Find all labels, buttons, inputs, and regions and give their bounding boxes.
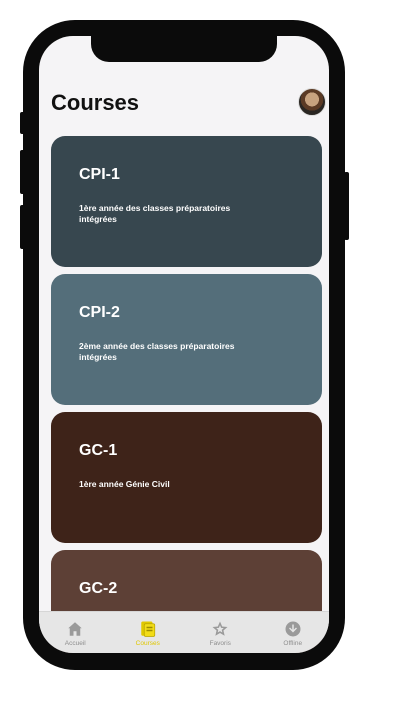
star-icon <box>212 621 228 636</box>
app-screen: Courses CPI-1 1ère année des classes pré… <box>39 36 329 653</box>
volume-down-button <box>20 205 25 249</box>
mute-switch <box>20 112 25 134</box>
course-card-gc-1[interactable]: GC-1 1ère année Génie Civil <box>51 412 322 543</box>
course-description: 1ère année Génie Civil <box>79 479 170 489</box>
tab-bar: Accueil Courses Favoris Offline <box>39 611 329 653</box>
power-button <box>344 172 349 240</box>
course-card-cpi-1[interactable]: CPI-1 1ère année des classes préparatoir… <box>51 136 322 267</box>
tab-accueil[interactable]: Accueil <box>39 612 112 653</box>
tab-label: Offline <box>283 640 303 647</box>
tab-favoris[interactable]: Favoris <box>184 612 257 653</box>
volume-up-button <box>20 150 25 194</box>
course-code: GC-1 <box>79 442 118 459</box>
course-code: GC-2 <box>79 580 118 597</box>
tab-label: Favoris <box>209 640 231 647</box>
course-description: 2ème année des classes préparatoires int… <box>79 341 235 362</box>
notch <box>91 36 277 62</box>
course-code: CPI-1 <box>79 166 120 183</box>
home-icon <box>68 622 82 636</box>
tab-courses[interactable]: Courses <box>112 612 185 653</box>
tab-offline[interactable]: Offline <box>257 612 330 653</box>
download-icon <box>285 621 301 637</box>
course-description: 1ère année des classes préparatoires int… <box>79 203 231 224</box>
course-card-cpi-2[interactable]: CPI-2 2ème année des classes préparatoir… <box>51 274 322 405</box>
profile-avatar[interactable] <box>298 88 326 116</box>
page-title: Courses <box>51 90 140 115</box>
tab-label: Courses <box>135 640 160 647</box>
course-code: CPI-2 <box>79 304 120 321</box>
courses-icon <box>141 621 155 637</box>
tab-label: Accueil <box>64 640 86 647</box>
